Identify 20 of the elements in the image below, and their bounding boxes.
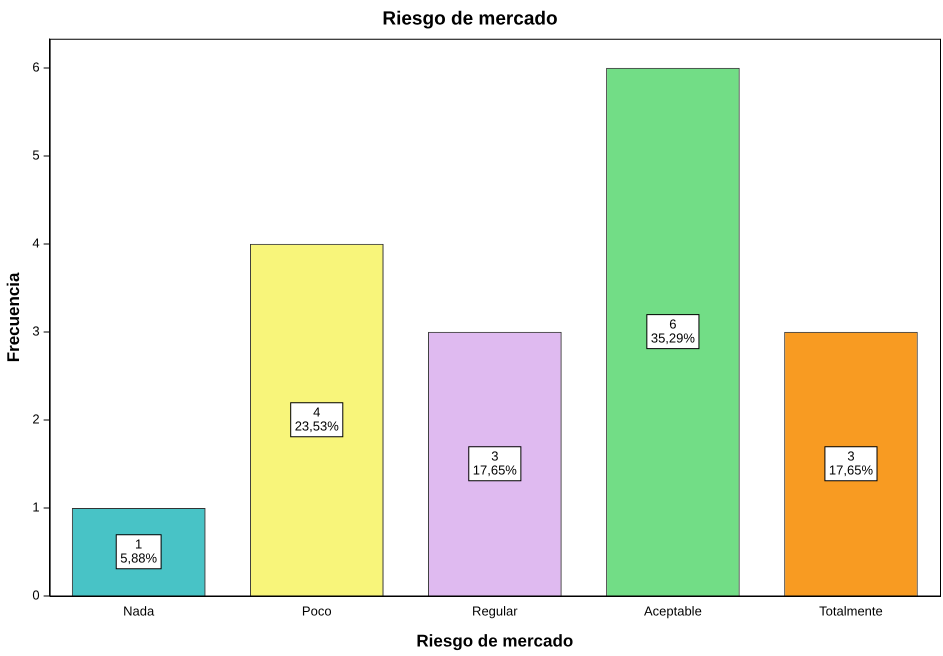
y-tick-label: 2 (32, 412, 40, 427)
data-label: 6 35,29% (650, 316, 696, 346)
x-tick-label: Nada (123, 603, 155, 618)
x-tick-label: Aceptable (644, 603, 702, 618)
y-tick-label: 5 (32, 147, 40, 162)
y-tick-label: 3 (32, 324, 40, 338)
y-axis-title: Frecuencia (4, 272, 23, 362)
y-tick-label: 4 (32, 235, 40, 250)
x-tick-label: Poco (302, 603, 332, 618)
data-label: 1 5,88% (120, 536, 158, 566)
data-label: 3 17,65% (472, 448, 518, 478)
y-tick-label: 6 (32, 59, 40, 74)
x-axis-title: Riesgo de mercado (416, 631, 574, 650)
x-tick-label: Regular (472, 603, 518, 618)
y-tick-label: 1 (32, 500, 40, 515)
x-tick-label: Totalmente (819, 603, 883, 618)
chart-title: Riesgo de mercado (382, 8, 558, 30)
y-tick-label: 0 (32, 588, 40, 603)
data-label: 4 23,53% (294, 404, 340, 434)
data-label: 3 17,65% (828, 448, 874, 478)
